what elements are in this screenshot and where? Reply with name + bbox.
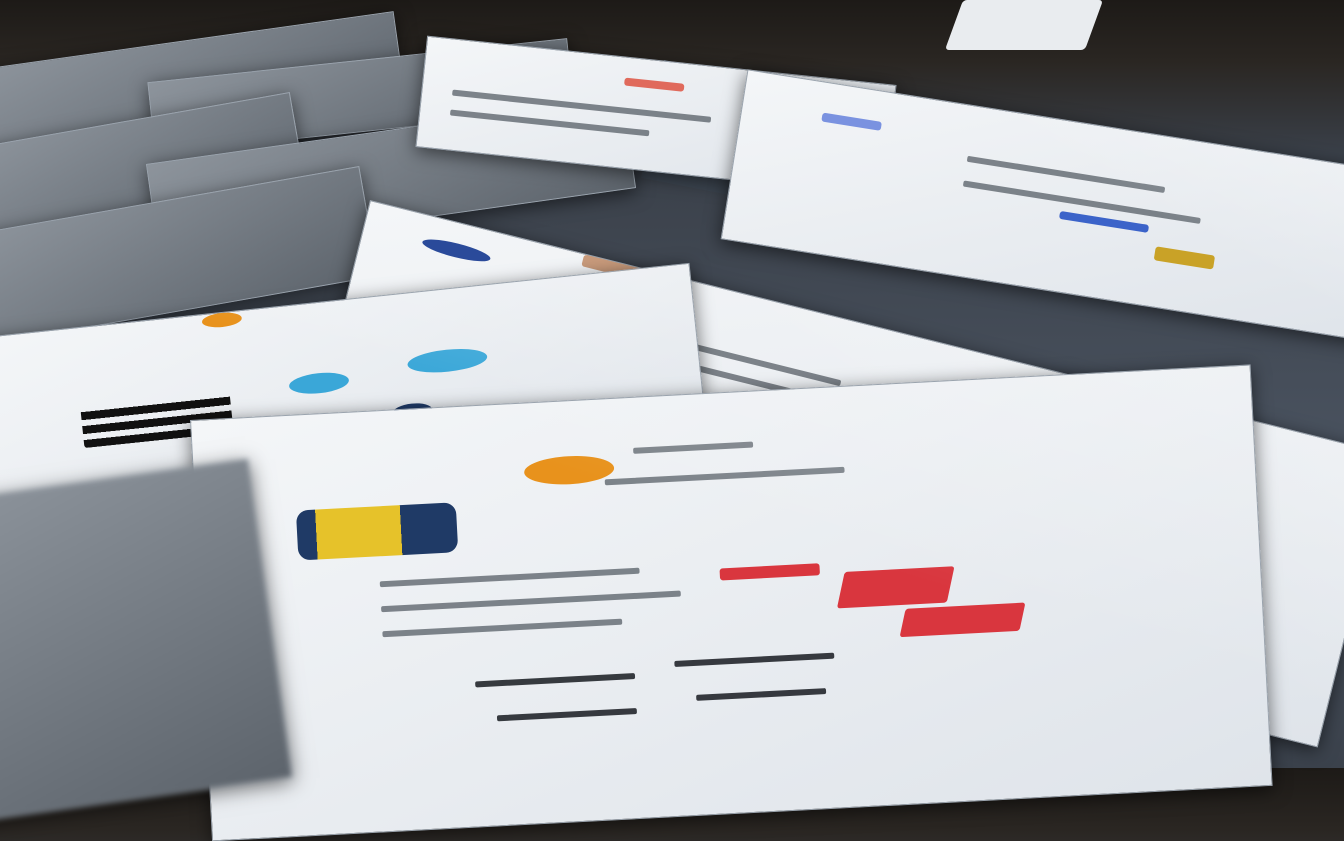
orange-disc-logo bbox=[201, 310, 243, 330]
text-line bbox=[604, 466, 845, 486]
text-line bbox=[381, 590, 681, 613]
text-line bbox=[382, 618, 623, 638]
red-banner-graphic bbox=[899, 602, 1026, 638]
blurred-sheet bbox=[0, 458, 293, 824]
text-line bbox=[449, 109, 650, 137]
cyan-badge bbox=[288, 370, 350, 397]
text-line bbox=[496, 708, 637, 722]
document-sheet bbox=[190, 364, 1273, 841]
lamp bbox=[944, 0, 1104, 50]
blue-yellow-badge bbox=[295, 502, 459, 561]
red-accent bbox=[624, 77, 685, 92]
text-line bbox=[475, 673, 636, 688]
text-line bbox=[379, 567, 640, 588]
red-banner-graphic bbox=[836, 566, 955, 609]
text-line bbox=[696, 688, 827, 701]
cyan-badge bbox=[406, 345, 489, 376]
blue-accent bbox=[1058, 210, 1150, 233]
blue-accent bbox=[821, 112, 882, 131]
document-sheet bbox=[720, 69, 1344, 343]
navy-logo bbox=[420, 235, 493, 266]
yellow-accent bbox=[1153, 246, 1216, 270]
red-heading bbox=[719, 563, 820, 581]
orange-disc-logo bbox=[523, 453, 615, 487]
text-line bbox=[633, 441, 754, 454]
text-line bbox=[674, 652, 835, 667]
